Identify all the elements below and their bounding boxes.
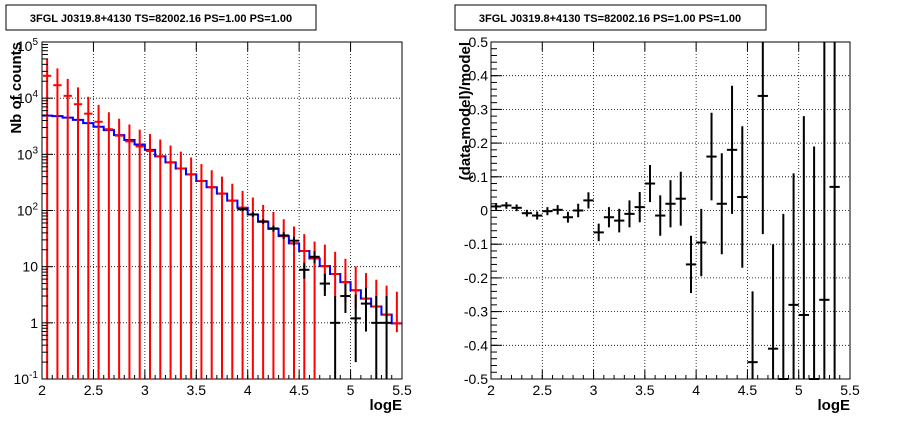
y-tick-label: 10 bbox=[22, 259, 38, 275]
y-tick-label: 0.1 bbox=[469, 169, 489, 185]
title-box bbox=[454, 4, 767, 31]
y-tick-label: 104 bbox=[17, 89, 39, 106]
x-tick-label: 4 bbox=[692, 382, 700, 398]
x-tick-label: 3.5 bbox=[635, 382, 655, 398]
y-tick-label: -0.4 bbox=[464, 337, 488, 353]
x-tick-label: 4.5 bbox=[289, 382, 309, 398]
y-tick-label: 0 bbox=[480, 203, 488, 219]
x-tick-label: 2.5 bbox=[533, 382, 553, 398]
y-tick-label: 0.2 bbox=[469, 135, 489, 151]
title-box bbox=[5, 4, 317, 31]
counts-chart: 3FGL J0319.8+4130 TS=82002.16 PS=1.00 PS… bbox=[5, 4, 412, 414]
residual-chart: 3FGL J0319.8+4130 TS=82002.16 PS=1.00 PS… bbox=[454, 4, 860, 414]
y-tick-label: -0.1 bbox=[464, 236, 488, 252]
x-axis-label: logE bbox=[370, 397, 403, 414]
x-tick-label: 5.5 bbox=[392, 382, 412, 398]
y-tick-label: 1 bbox=[30, 315, 38, 331]
y-tick-label: 0.5 bbox=[469, 34, 489, 50]
y-tick-label: 10-1 bbox=[14, 370, 39, 387]
y-tick-label: 102 bbox=[17, 202, 39, 219]
data-marks bbox=[42, 58, 402, 379]
x-tick-label: 3.5 bbox=[187, 382, 207, 398]
x-tick-label: 3 bbox=[141, 382, 149, 398]
y-axis-label: (data-model)/model bbox=[457, 42, 474, 180]
x-tick-label: 2 bbox=[487, 382, 495, 398]
y-tick-label: 105 bbox=[17, 37, 39, 54]
y-tick-label: -0.3 bbox=[464, 304, 488, 320]
y-tick-label: 0.4 bbox=[469, 68, 489, 84]
x-tick-label: 2 bbox=[38, 382, 46, 398]
x-tick-label: 2.5 bbox=[84, 382, 104, 398]
axis-ticks: 2 2.5 3 3.5 4 4.5 5 5.5 -0.5 -0.4 -0.3 -0.2 -0.1 0 0.1… bbox=[464, 34, 860, 398]
x-tick-label: 3 bbox=[590, 382, 598, 398]
y-tick-label: 103 bbox=[17, 145, 39, 162]
y-tick-label: 0.3 bbox=[469, 101, 489, 117]
data-marks bbox=[491, 42, 840, 380]
chart-title: 3FGL J0319.8+4130 TS=82002.16 PS=1.00 PS… bbox=[30, 13, 292, 25]
y-tick-label: -0.5 bbox=[464, 371, 488, 387]
x-tick-label: 4.5 bbox=[738, 382, 758, 398]
y-axis-label: Nb of counts bbox=[8, 42, 25, 134]
x-tick-label: 4 bbox=[244, 382, 252, 398]
x-axis-label: logE bbox=[818, 397, 851, 414]
x-tick-label: 5 bbox=[795, 382, 803, 398]
y-tick-label: -0.2 bbox=[464, 270, 488, 286]
axis-ticks: 2 2.5 3 3.5 4 4.5 5 5.5 10-1 1 10 102 103 104 105 bbox=[14, 37, 412, 398]
chart-title: 3FGL J0319.8+4130 TS=82002.16 PS=1.00 PS… bbox=[479, 13, 741, 25]
x-tick-label: 5 bbox=[347, 382, 355, 398]
x-tick-label: 5.5 bbox=[840, 382, 860, 398]
